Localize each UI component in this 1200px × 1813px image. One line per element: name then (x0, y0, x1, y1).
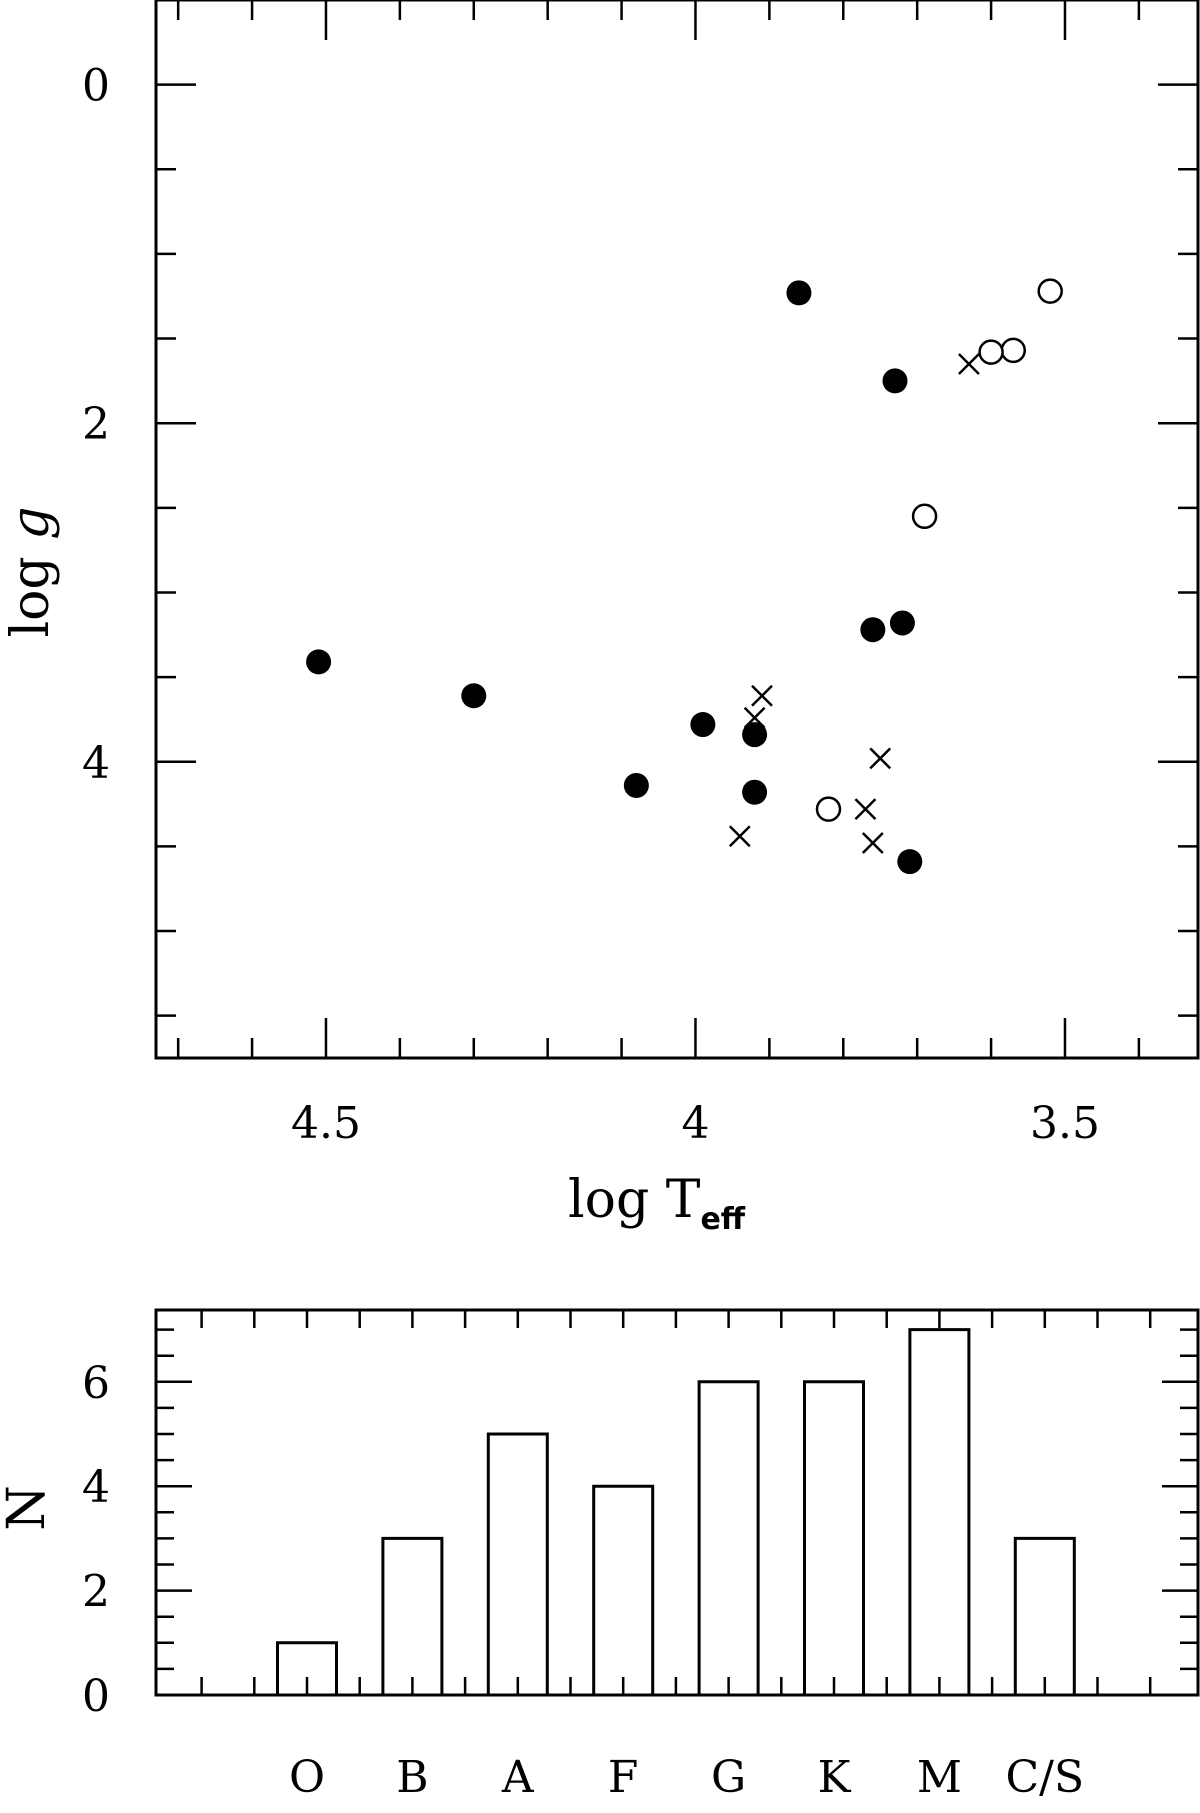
hist-bar-c-s (1015, 1538, 1074, 1695)
cross-point (958, 353, 980, 375)
hist-category-label: C/S (1005, 1752, 1084, 1803)
hist-bar-m (910, 1330, 969, 1695)
hist-bar-b (383, 1538, 442, 1695)
y-tick-label: 0 (82, 61, 110, 112)
hist-axis-ticks (156, 1310, 1198, 1697)
open-circle-point (1000, 337, 1026, 364)
spectral-histogram-panel: 0 2 4 6 O B A F G K M C/S N (0, 1308, 1200, 1803)
hist-category-label: B (396, 1752, 428, 1803)
cross-point (743, 706, 766, 729)
hist-category-label: G (711, 1752, 746, 1803)
hist-category-label: O (289, 1752, 325, 1803)
hist-y-tick-label: 2 (82, 1567, 110, 1618)
filled-circle-point (742, 779, 768, 805)
filled-circle-point (742, 722, 768, 748)
y-tick-label: 4 (82, 738, 110, 789)
y-axis-title-italic: g (1, 506, 61, 539)
cross-point (869, 747, 892, 770)
hist-y-tick-label: 6 (82, 1358, 110, 1409)
filled-circle-point (690, 712, 716, 738)
x-tick-label: 3.5 (1030, 1098, 1100, 1149)
hr-diagram-panel: 4.5 4 3.5 0 2 4 log Teff log g (1, 0, 1200, 1237)
cross-point (751, 684, 773, 707)
y-axis-title: log g (1, 506, 61, 637)
cross-point (854, 798, 877, 821)
filled-circle-point (623, 772, 649, 798)
x-axis-title: log Teff (568, 1170, 746, 1237)
hr-plot-frame (154, 0, 1200, 1060)
cross-point (728, 825, 751, 848)
filled-circle-point (882, 368, 908, 394)
filled-circle-point (897, 849, 923, 875)
x-tick-label: 4.5 (291, 1098, 361, 1149)
filled-circle-point (306, 649, 332, 675)
open-circle-point (978, 339, 1004, 365)
filled-circle-point (860, 617, 886, 643)
y-axis-title-prefix: log (1, 540, 61, 638)
filled-circle-point (461, 683, 487, 709)
hist-bar-k (805, 1382, 864, 1695)
x-axis-title-subscript: eff (700, 1202, 745, 1237)
hist-category-label: F (608, 1752, 639, 1803)
open-circle-point (911, 503, 938, 530)
hist-bar-f (594, 1486, 653, 1695)
y-tick-label: 2 (82, 399, 110, 450)
hist-y-axis-title: N (0, 1485, 57, 1531)
filled-circle-point (889, 610, 915, 636)
hist-y-tick-label: 0 (82, 1671, 110, 1722)
hr-data-points (306, 278, 1063, 875)
hr-tick-labels: 4.5 4 3.5 0 2 4 (82, 61, 1100, 1149)
open-circle-point (1037, 278, 1063, 304)
x-tick-label: 4 (681, 1098, 709, 1149)
hist-category-label: A (501, 1752, 535, 1803)
hist-step-line (156, 1328, 1198, 1697)
hist-bar-a (488, 1434, 547, 1695)
hr-axis-ticks (156, 0, 1198, 1058)
hist-tick-labels: 0 2 4 6 O B A F G K M C/S (82, 1358, 1084, 1803)
hist-bar-g (699, 1382, 758, 1695)
filled-circle-point (786, 280, 812, 306)
x-axis-title-main: log T (568, 1170, 701, 1230)
open-circle-point (815, 796, 842, 822)
hist-category-label: M (917, 1752, 962, 1803)
cross-point (861, 832, 884, 854)
hist-bars (278, 1330, 1075, 1695)
hist-category-label: K (818, 1752, 852, 1803)
hist-y-tick-label: 4 (82, 1462, 110, 1513)
hist-plot-frame (154, 1308, 1200, 1697)
